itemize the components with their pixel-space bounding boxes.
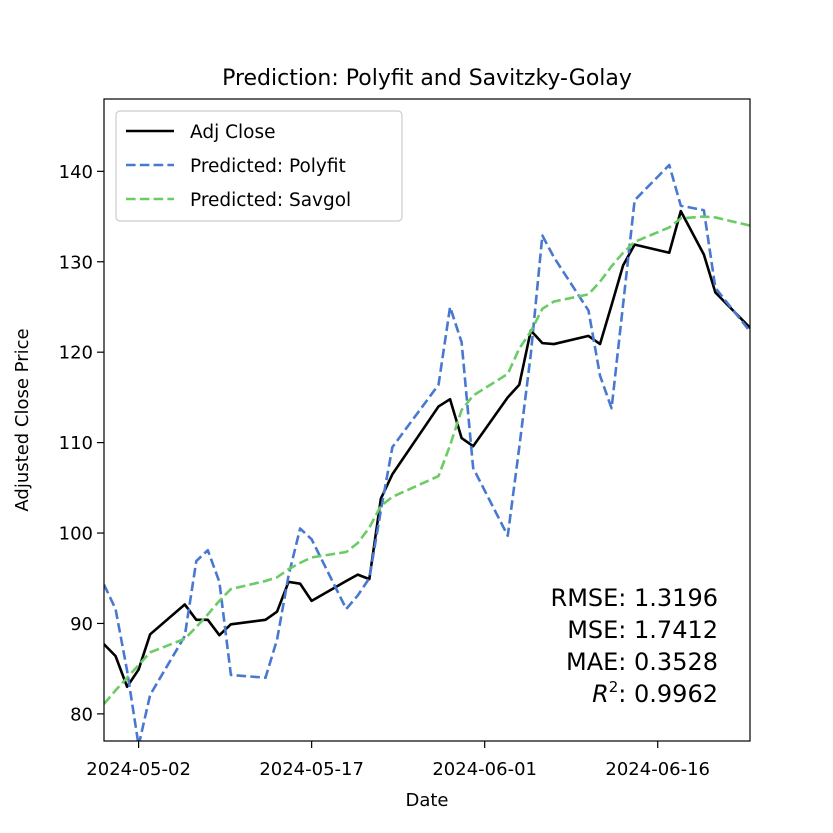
x-tick-label: 2024-05-02 <box>86 759 191 780</box>
r2-symbol: R <box>592 680 609 708</box>
y-tick-label: 140 <box>59 162 93 183</box>
r2-label: R2: 0.9962 <box>592 678 718 708</box>
x-tick-label: 2024-06-16 <box>605 759 710 780</box>
rmse-label: RMSE: 1.3196 <box>551 584 718 612</box>
series-line-adj-close <box>104 209 750 689</box>
legend-label-predicted-polyfit: Predicted: Polyfit <box>190 156 346 177</box>
mse-label: MSE: 1.7412 <box>567 616 718 644</box>
y-tick-label: 120 <box>59 343 93 364</box>
x-tick-label: 2024-05-17 <box>259 759 364 780</box>
y-tick-label: 80 <box>70 704 93 725</box>
legend-label-predicted-savgol: Predicted: Savgol <box>190 190 351 211</box>
legend-box <box>115 110 403 222</box>
x-axis: 2024-05-02 2024-05-17 2024-06-01 2024-06-16 <box>86 741 710 780</box>
y-axis-title: Adjusted Close Price <box>12 328 33 511</box>
plot-frame <box>103 98 751 742</box>
chart-title: Prediction: Polyfit and Savitzky-Golay <box>222 66 632 91</box>
x-axis-title: Date <box>405 790 448 811</box>
series-lines <box>104 163 750 741</box>
series-line-predicted-polyfit <box>104 163 750 741</box>
r2-value: : 0.9962 <box>618 680 718 708</box>
y-tick-label: 100 <box>59 524 93 545</box>
y-tick-label: 90 <box>70 614 93 635</box>
y-tick-label: 130 <box>59 252 93 273</box>
y-tick-label: 110 <box>59 433 93 454</box>
x-tick-label: 2024-06-01 <box>432 759 537 780</box>
legend: Adj Close Predicted: Polyfit Predicted: Sa… <box>115 110 403 222</box>
r2-superscript: 2 <box>609 678 619 696</box>
y-axis: 80 90 100 110 120 130 140 <box>59 162 104 725</box>
mae-label: MAE: 0.3528 <box>566 648 718 676</box>
legend-label-adj-close: Adj Close <box>190 122 276 143</box>
metrics-annotation: RMSE: 1.3196 MSE: 1.7412 MAE: 0.3528 R2:… <box>551 584 718 708</box>
series-line-predicted-savgol <box>104 215 750 705</box>
